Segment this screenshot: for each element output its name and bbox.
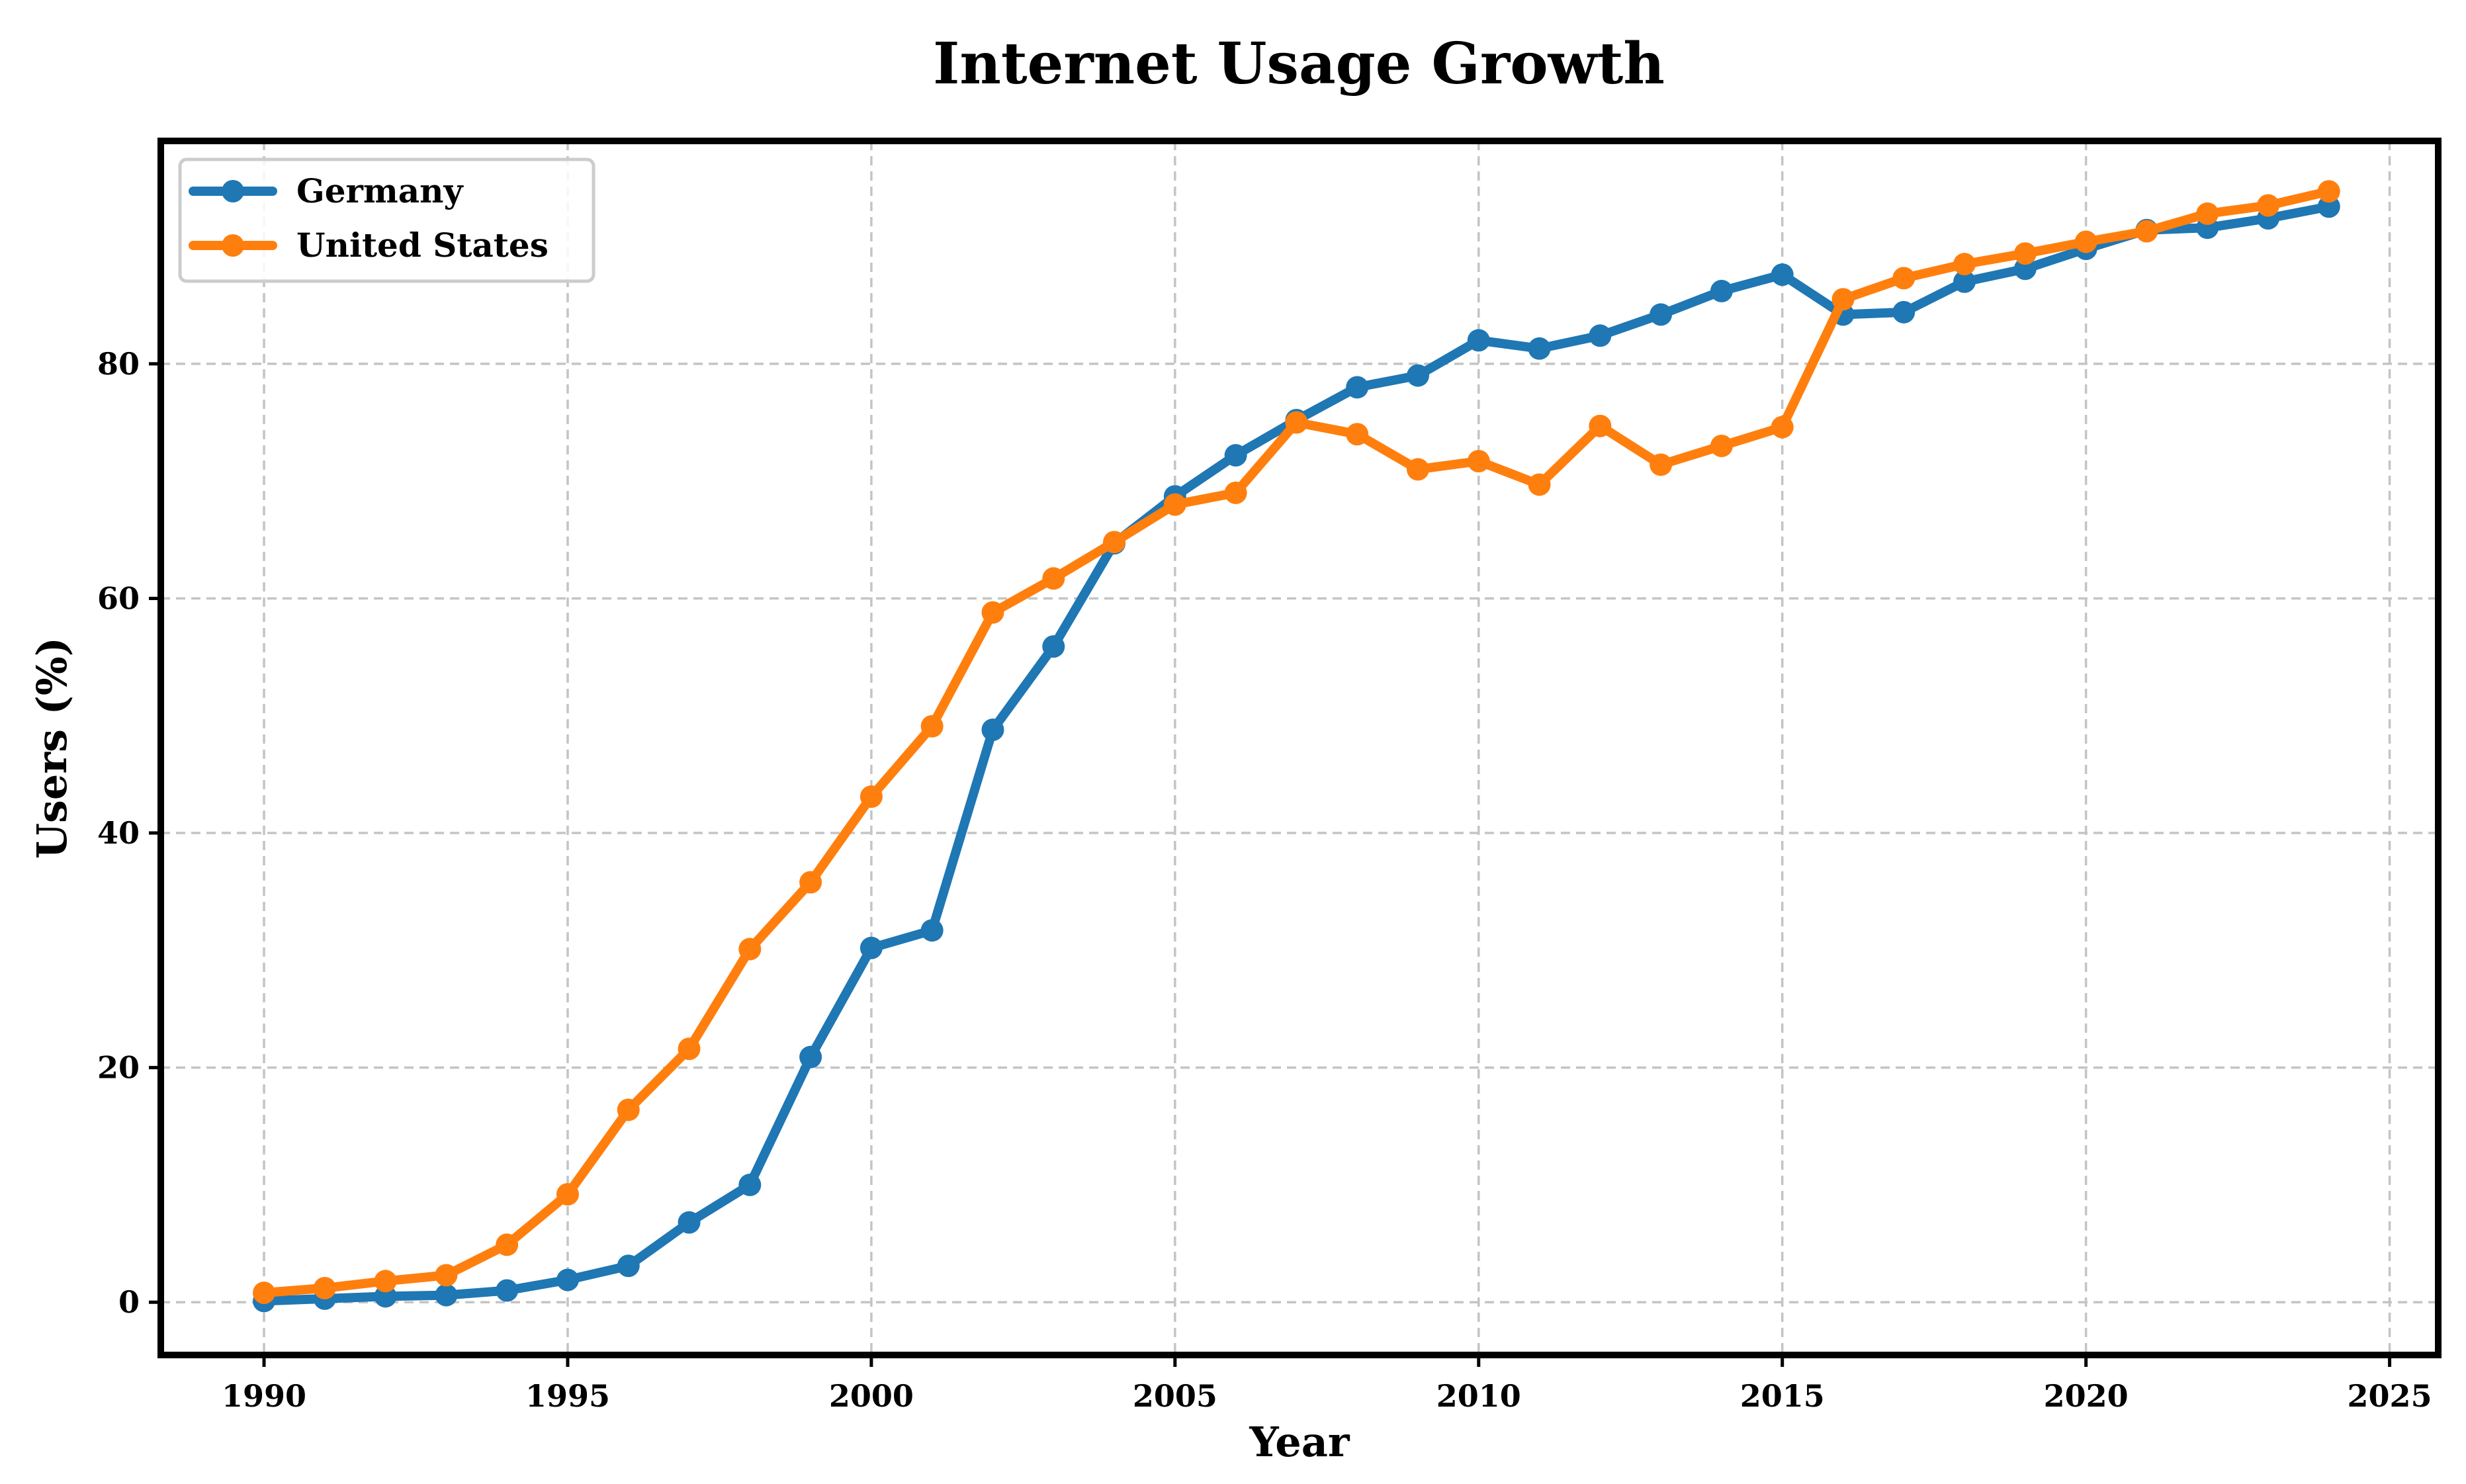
x-tick-label-2020: 2020: [2044, 1378, 2129, 1414]
data-point-germany-2002: [981, 719, 1004, 742]
data-point-united-states-1993: [435, 1264, 458, 1287]
data-point-germany-2001: [920, 919, 944, 942]
data-point-united-states-2009: [1406, 458, 1429, 481]
series-germany: [253, 195, 2340, 1313]
data-point-germany-2014: [1710, 279, 1733, 302]
data-point-united-states-1995: [556, 1183, 579, 1206]
data-point-united-states-1996: [617, 1098, 640, 1121]
data-point-united-states-2000: [859, 785, 883, 808]
series-line-germany: [259, 202, 2334, 1306]
data-point-united-states-1991: [313, 1276, 336, 1299]
chart-title: Internet Usage Growth: [933, 30, 1665, 97]
data-point-united-states-2019: [2013, 242, 2037, 265]
data-point-germany-2011: [1528, 337, 1551, 360]
data-point-united-states-2011: [1528, 473, 1551, 496]
data-point-germany-2012: [1589, 324, 1612, 347]
data-point-germany-2006: [1224, 444, 1247, 467]
data-point-united-states-1997: [678, 1037, 701, 1061]
x-tick-label-2025: 2025: [2348, 1378, 2432, 1414]
data-point-united-states-2006: [1224, 481, 1247, 504]
x-tick-label-2005: 2005: [1133, 1378, 1217, 1414]
data-point-united-states-2017: [1892, 267, 1916, 290]
data-point-germany-2013: [1650, 303, 1673, 326]
data-point-germany-2018: [1953, 270, 1976, 293]
y-axis-label: Users (%): [28, 637, 76, 859]
y-tick-label-20: 20: [97, 1050, 140, 1086]
data-point-united-states-2018: [1953, 253, 1976, 276]
data-point-germany-1993: [435, 1284, 458, 1307]
data-point-united-states-2014: [1710, 434, 1733, 457]
plot-frame: [157, 138, 2442, 1358]
x-axis-label: Year: [1249, 1418, 1350, 1466]
axis-ticks: 1990 1995 2000 2005 2010 2015 2020 2025 0 20 40 60 8…: [97, 346, 2432, 1414]
data-point-united-states-2015: [1771, 415, 1794, 439]
data-point-united-states-2022: [2196, 202, 2219, 225]
data-point-united-states-2021: [2135, 220, 2158, 243]
legend-label-united-states: United States: [296, 226, 549, 265]
x-tick-label-1990: 1990: [222, 1378, 306, 1414]
data-point-germany-2015: [1771, 263, 1794, 286]
y-tick-label-60: 60: [97, 580, 140, 616]
x-tick-label-1995: 1995: [525, 1378, 610, 1414]
legend-marker-united-states: [222, 234, 244, 257]
data-point-germany-1996: [617, 1254, 640, 1278]
data-point-united-states-2008: [1346, 423, 1369, 446]
legend-box: [178, 157, 595, 283]
gridlines: [161, 141, 2438, 1355]
data-point-united-states-2004: [1103, 531, 1126, 554]
legend-marker-germany: [222, 180, 244, 202]
data-point-united-states-2003: [1042, 567, 1065, 590]
data-point-united-states-1994: [496, 1233, 519, 1256]
x-tick-label-2010: 2010: [1436, 1378, 1521, 1414]
data-point-united-states-2023: [2256, 194, 2279, 217]
y-tick-label-0: 0: [118, 1284, 140, 1320]
data-point-germany-1999: [799, 1045, 822, 1069]
data-point-germany-1995: [556, 1268, 579, 1291]
data-point-germany-2003: [1042, 635, 1065, 658]
data-point-united-states-2007: [1285, 411, 1308, 434]
legend-label-germany: Germany: [296, 171, 464, 210]
data-point-united-states-1990: [253, 1282, 276, 1305]
data-point-united-states-2024: [2317, 180, 2340, 203]
data-point-united-states-2016: [1831, 288, 1855, 311]
x-tick-label-2015: 2015: [1740, 1378, 1825, 1414]
data-point-germany-1998: [738, 1173, 762, 1196]
series-line-united-states: [259, 187, 2334, 1297]
data-point-germany-2000: [859, 936, 883, 959]
y-tick-label-80: 80: [97, 346, 140, 382]
data-point-germany-2009: [1406, 364, 1429, 387]
data-point-united-states-2012: [1589, 414, 1612, 437]
data-point-germany-2017: [1892, 300, 1916, 324]
x-tick-label-2000: 2000: [829, 1378, 914, 1414]
data-point-united-states-1999: [799, 871, 822, 894]
data-point-united-states-1992: [374, 1270, 397, 1293]
legend: Germany United States: [178, 157, 595, 283]
data-point-germany-1994: [496, 1279, 519, 1302]
data-point-united-states-2001: [920, 715, 944, 738]
y-tick-label-40: 40: [97, 815, 140, 851]
data-point-germany-1997: [678, 1211, 701, 1234]
data-point-united-states-2002: [981, 601, 1004, 624]
data-point-germany-2010: [1467, 329, 1490, 352]
series-united-states: [253, 180, 2340, 1305]
data-point-united-states-1998: [738, 938, 762, 961]
data-point-united-states-2020: [2074, 230, 2097, 253]
data-point-united-states-2010: [1467, 450, 1490, 473]
data-point-united-states-2005: [1163, 493, 1186, 516]
data-point-germany-2008: [1346, 376, 1369, 399]
data-point-united-states-2013: [1650, 453, 1673, 476]
series-layer: [253, 180, 2340, 1313]
